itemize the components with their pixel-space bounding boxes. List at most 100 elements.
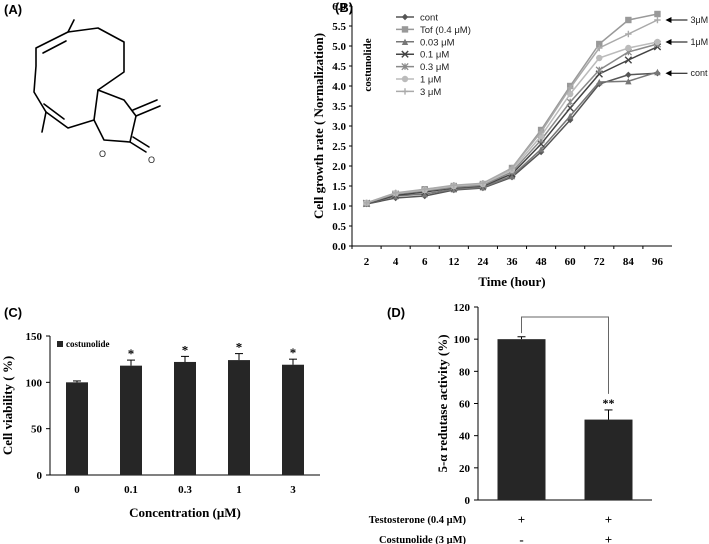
x-tick-label: 0	[74, 484, 80, 496]
y-tick-label: 2.0	[332, 161, 346, 173]
x-tick-label: 0.1	[124, 484, 138, 496]
data-point	[596, 40, 603, 48]
bar	[497, 339, 546, 500]
significance-mark: *	[236, 340, 243, 355]
annotation-label: 3μM	[690, 15, 708, 25]
data-point	[654, 10, 661, 18]
data-point	[566, 98, 574, 106]
legend-entry: 0.1 μM	[420, 50, 449, 61]
series-0	[363, 70, 661, 208]
condition-row-label: Costunolide (3 μM)	[379, 535, 467, 544]
x-tick-label: 48	[536, 256, 548, 268]
y-tick-label: 4.5	[332, 61, 346, 73]
data-point	[401, 75, 409, 83]
data-point	[566, 116, 574, 124]
panel-d-label: (D)	[387, 305, 405, 320]
data-point	[625, 16, 632, 24]
y-tick-label: 100	[454, 334, 471, 346]
annotation-label: 1μM	[690, 37, 708, 47]
bar	[174, 361, 196, 475]
significance-mark: **	[603, 396, 615, 410]
legend-entry: 1 μM	[420, 75, 441, 86]
data-point	[654, 68, 661, 76]
data-point	[508, 172, 516, 180]
bar	[120, 365, 142, 475]
y-tick-label: 1.0	[332, 201, 346, 213]
x-tick-label: 3	[290, 484, 296, 496]
x-axis-title: Time (hour)	[478, 274, 545, 289]
bar	[584, 419, 633, 500]
x-tick-label: 96	[652, 256, 664, 268]
data-point	[363, 199, 370, 206]
y-tick-label: 60	[459, 399, 471, 411]
data-point	[566, 90, 574, 98]
condition-mark: +	[605, 532, 612, 544]
x-tick-label: 84	[623, 256, 635, 268]
annotation-label: cont	[690, 68, 708, 78]
legend-swatch	[57, 341, 63, 347]
legend-entry: costunolide	[66, 339, 110, 349]
y-tick-label: 2.5	[332, 141, 346, 153]
condition-mark: +	[518, 512, 525, 527]
data-point	[625, 71, 632, 78]
legend-entry: Tof (0.4 μM)	[420, 25, 471, 36]
y-tick-label: 100	[26, 377, 43, 389]
panel-b-label: (B)	[335, 0, 353, 15]
data-point	[392, 189, 399, 196]
y-tick-label: 5.0	[332, 41, 346, 53]
y-tick-label: 1.5	[332, 181, 346, 193]
y-axis-title: Cell viability ( %)	[0, 356, 15, 455]
reductase-bar-chart: 0 20 40 60 80 100 120 ** 5-α redutase activity (…	[369, 302, 652, 544]
significance-mark: *	[128, 346, 135, 361]
data-point	[401, 50, 409, 58]
x-tick-label: 0.3	[178, 484, 192, 496]
viability-bar-chart: 0 50 100 150 0 * 0.1 * 0.3 * 1 * 3 Concentration (μM)…	[0, 331, 320, 520]
y-tick-label: 0.5	[332, 221, 346, 233]
data-point	[566, 112, 574, 120]
x-tick-label: 6	[422, 256, 428, 268]
series-2	[363, 68, 661, 207]
data-point	[537, 128, 545, 136]
y-tick-label: 3.5	[332, 101, 346, 113]
data-point	[654, 16, 661, 24]
x-tick-label: 1	[236, 484, 242, 496]
bar	[228, 360, 250, 475]
condition-row-label: Testosterone (0.4 μM)	[369, 515, 467, 526]
data-point	[479, 180, 487, 187]
data-point	[654, 38, 661, 46]
carbonyl-oxygen-label: O	[148, 155, 155, 165]
data-point	[595, 66, 603, 74]
data-point	[596, 44, 603, 52]
data-point	[596, 54, 603, 62]
x-tick-label: 36	[507, 256, 519, 268]
data-point	[625, 30, 632, 38]
y-tick-label: 0.0	[332, 241, 346, 253]
y-tick-label: 120	[454, 302, 471, 314]
y-tick-label: 0	[465, 495, 471, 507]
data-point	[421, 186, 428, 193]
y-tick-label: 20	[459, 463, 471, 475]
bar	[282, 364, 304, 475]
bar	[66, 382, 88, 475]
data-point	[401, 62, 409, 71]
x-tick-label: 12	[448, 256, 460, 268]
x-tick-label: 4	[393, 256, 399, 268]
x-tick-label: 24	[477, 256, 489, 268]
condition-mark: -	[519, 532, 523, 544]
x-tick-label: 72	[594, 256, 606, 268]
y-axis-title: Cell growth rate ( Normalization)	[311, 33, 326, 219]
legend-entry: 0.3 μM	[420, 62, 449, 73]
x-tick-label: 2	[364, 256, 370, 268]
significance-mark: *	[290, 345, 297, 360]
significance-mark: *	[182, 342, 189, 357]
y-tick-label: 50	[31, 424, 43, 436]
data-point	[401, 88, 409, 95]
comparison-bracket	[521, 316, 609, 394]
data-point	[401, 13, 409, 21]
y-tick-label: 0	[37, 470, 43, 482]
annotation-arrow-head	[665, 39, 672, 45]
y-tick-label: 80	[459, 366, 471, 378]
series-line	[366, 72, 658, 205]
data-point	[624, 56, 633, 64]
